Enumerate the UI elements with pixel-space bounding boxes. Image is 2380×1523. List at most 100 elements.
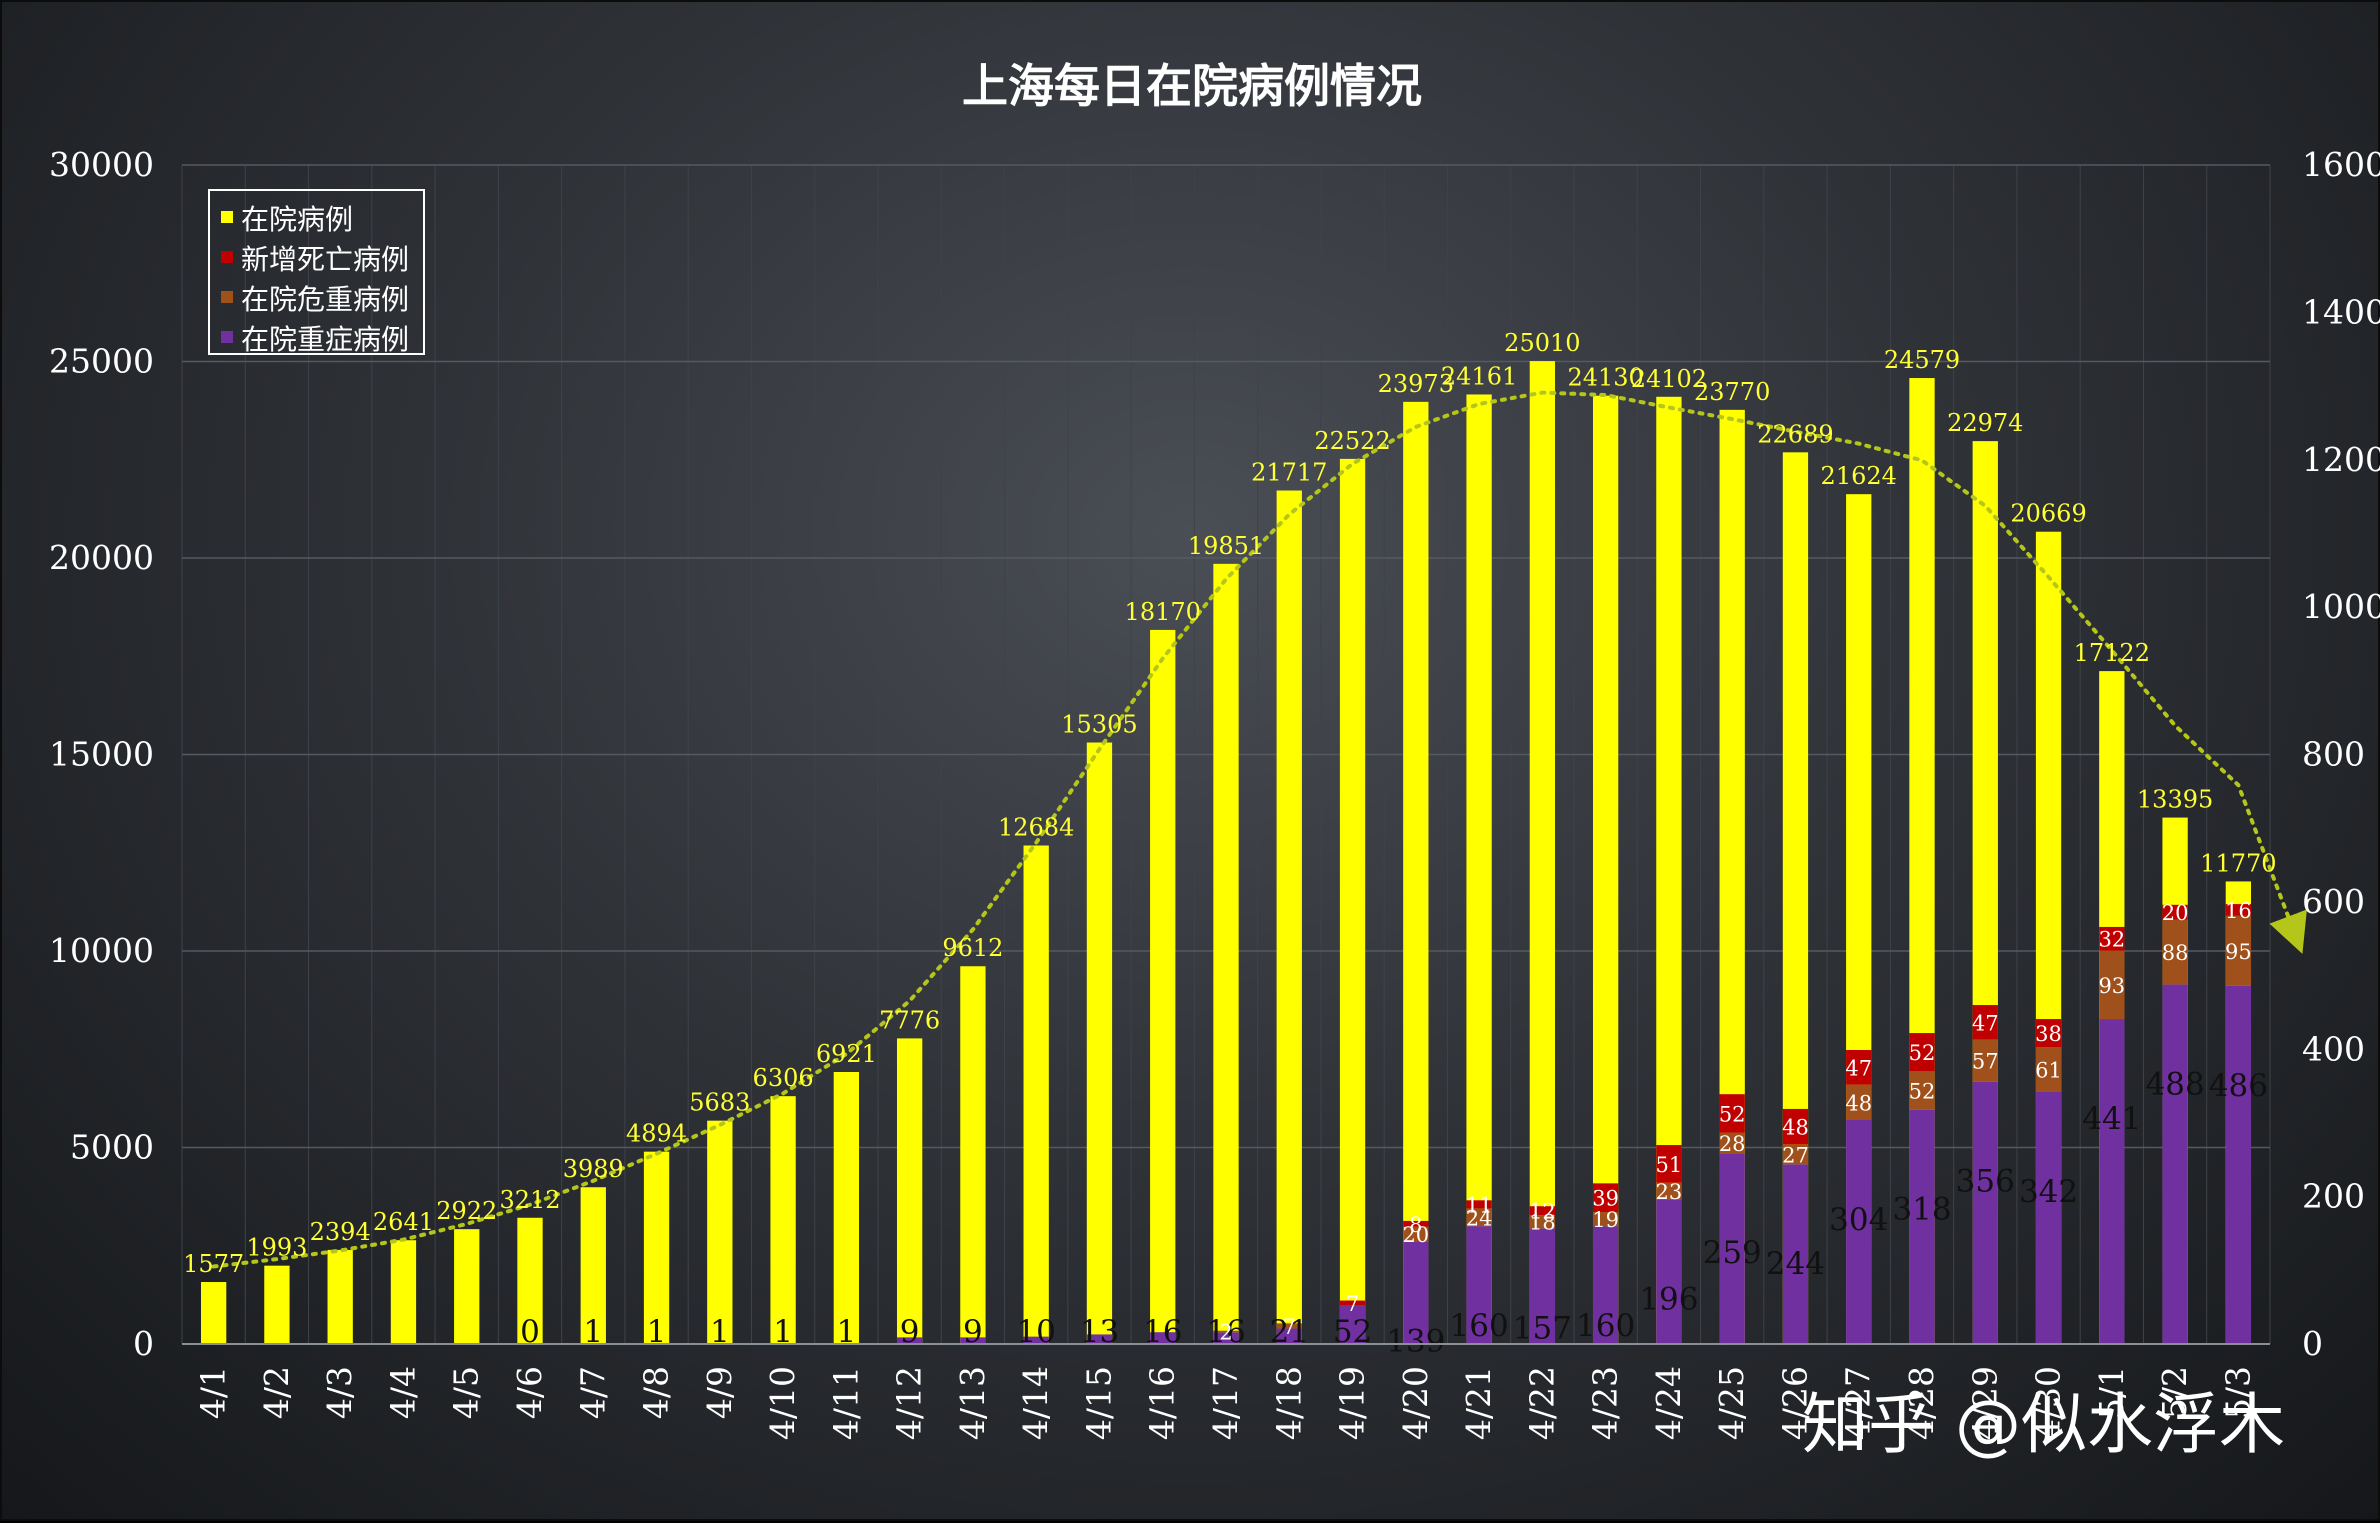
bar-severe (1213, 1332, 1239, 1344)
data-label-hospitalized: 24161 (1441, 362, 1517, 390)
data-label-hospitalized: 3989 (563, 1155, 624, 1183)
x-tick-label: 4/15 (1079, 1366, 1118, 1440)
data-label-critical: 88 (2162, 941, 2189, 965)
data-label-critical: 7 (1283, 1315, 1296, 1339)
bar-new-deaths (1782, 1108, 1809, 1145)
x-tick-label: 4/8 (637, 1366, 676, 1419)
x-tick-label: 4/20 (1396, 1366, 1435, 1440)
data-label-severe: 259 (1703, 1235, 1762, 1271)
data-label-critical: 20 (1402, 1223, 1429, 1247)
bar-hospitalized (707, 1120, 733, 1344)
data-label-severe: 1 (773, 1314, 793, 1350)
data-label-severe: 441 (2082, 1101, 2141, 1137)
x-tick-label: 5/1 (2092, 1366, 2131, 1419)
data-label-critical: 2 (1219, 1320, 1232, 1344)
bar-new-deaths (2035, 1019, 2062, 1048)
bar-critical (1909, 1071, 1935, 1110)
data-label-new-deaths: 47 (1845, 1056, 1872, 1080)
x-tick-label: 4/13 (953, 1366, 992, 1440)
bar-severe (1592, 1226, 1619, 1344)
bar-hospitalized (1086, 742, 1113, 1344)
data-label-hospitalized: 22689 (1757, 420, 1833, 448)
data-label-critical: 27 (1782, 1143, 1809, 1167)
x-tick-label: 4/27 (1839, 1366, 1878, 1440)
data-label-hospitalized: 1993 (246, 1234, 307, 1262)
bar-hospitalized (580, 1187, 606, 1344)
data-label-hospitalized: 5683 (689, 1089, 750, 1117)
y-tick-label-right: 0 (2302, 1324, 2323, 1363)
bar-critical (1529, 1215, 1556, 1229)
x-tick-label: 4/23 (1586, 1366, 1625, 1440)
bar-new-deaths (2099, 926, 2125, 951)
bar-severe (1403, 1241, 1429, 1344)
bar-hospitalized (770, 1096, 796, 1344)
bar-severe (1086, 1334, 1113, 1344)
data-label-hospitalized: 22522 (1314, 427, 1390, 455)
data-label-hospitalized: 21717 (1251, 459, 1327, 487)
bar-hospitalized (1150, 629, 1176, 1344)
data-label-severe: 0 (520, 1314, 540, 1350)
x-tick-label: 4/30 (2029, 1366, 2068, 1440)
data-label-hospitalized: 19851 (1188, 532, 1264, 560)
y-tick-label-right: 1000 (2302, 587, 2380, 626)
bar-new-deaths (1592, 1183, 1619, 1213)
x-tick-label: 4/21 (1459, 1366, 1498, 1440)
data-label-severe: 342 (2019, 1174, 2078, 1210)
data-label-severe: 160 (1576, 1308, 1635, 1344)
axes-layer: 0500010000150002000025000300000200400600… (49, 145, 2380, 1440)
x-tick-label: 4/9 (700, 1366, 739, 1419)
legend-swatch (221, 211, 233, 223)
data-label-critical: 48 (1845, 1091, 1872, 1115)
bar-severe (1466, 1226, 1492, 1344)
bar-hospitalized (833, 1072, 860, 1344)
data-label-severe: 304 (1829, 1202, 1888, 1238)
chart-title: 上海每日在院病例情况 (962, 59, 1422, 113)
bar-severe (1656, 1199, 1682, 1344)
data-label-severe: 1 (583, 1314, 603, 1350)
y-tick-label-right: 800 (2302, 735, 2365, 774)
data-label-new-deaths: 47 (1972, 1011, 1999, 1035)
data-label-severe: 157 (1513, 1310, 1572, 1346)
bars-layer (200, 361, 2252, 1345)
y-tick-label-left: 20000 (49, 538, 154, 577)
data-label-hospitalized: 22974 (1947, 409, 2023, 437)
bar-severe (2225, 985, 2252, 1344)
bar-hospitalized (1529, 361, 1556, 1344)
bar-critical (1972, 1039, 1998, 1082)
bar-critical (1656, 1182, 1682, 1200)
data-label-critical: 18 (1529, 1211, 1556, 1235)
data-label-critical: 52 (1909, 1080, 1936, 1104)
x-tick-label: 4/16 (1143, 1366, 1182, 1440)
data-label-hospitalized: 4894 (626, 1120, 687, 1148)
data-label-severe: 9 (900, 1314, 920, 1350)
bar-severe (1023, 1336, 1049, 1344)
y-tick-label-left: 0 (133, 1324, 154, 1363)
bar-new-deaths (1909, 1033, 1935, 1072)
data-label-new-deaths: 16 (2225, 899, 2252, 923)
x-tick-label: 4/2 (257, 1366, 296, 1419)
data-label-severe: 1 (836, 1314, 856, 1350)
y-tick-label-right: 1200 (2302, 440, 2380, 479)
x-tick-label: 4/3 (320, 1366, 359, 1419)
data-label-severe: 139 (1386, 1324, 1445, 1360)
y-tick-label-left: 30000 (49, 145, 154, 184)
data-label-hospitalized: 24130 (1567, 364, 1643, 392)
x-tick-label: 5/2 (2155, 1366, 2194, 1419)
trend-line (211, 390, 2307, 1269)
x-tick-label: 4/19 (1333, 1366, 1372, 1440)
bar-hospitalized (896, 1038, 923, 1344)
data-label-new-deaths: 8 (1409, 1213, 1422, 1237)
x-tick-label: 4/1 (194, 1366, 233, 1419)
x-tick-label: 4/24 (1649, 1366, 1688, 1440)
data-label-new-deaths: 51 (1656, 1153, 1683, 1177)
x-tick-label: 4/10 (763, 1366, 802, 1440)
bar-new-deaths (1466, 1200, 1492, 1209)
bar-hospitalized (390, 1240, 417, 1344)
bar-critical (2099, 950, 2125, 1020)
data-label-new-deaths: 52 (1909, 1041, 1936, 1065)
bar-critical (2162, 919, 2188, 985)
bar-severe (1150, 1332, 1176, 1344)
legend-swatch (221, 251, 233, 263)
bar-hospitalized (327, 1249, 353, 1344)
